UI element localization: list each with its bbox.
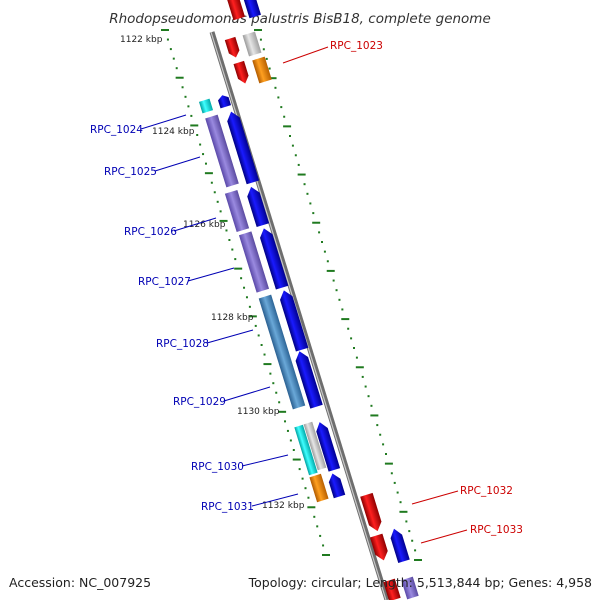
gene-label-rpc-1028[interactable]: RPC_1028 [156,338,209,350]
leader-rpc-1028 [206,329,254,344]
leader-rpc-1025 [154,156,201,172]
cds-blue-1028[interactable] [278,288,309,352]
leader-rpc-1027 [187,267,235,282]
cds-red-bottom[interactable] [383,578,401,600]
leader-rpc-1032 [411,490,459,505]
genome-summary-text: Topology: circular; Length: 5,513,844 bp… [248,575,592,590]
feature-purple-1027[interactable] [238,231,270,293]
cds-blue-1027[interactable] [258,226,289,290]
gene-label-rpc-1032[interactable]: RPC_1032 [460,485,513,497]
leader-rpc-1024 [140,114,187,130]
cds-grey-1[interactable] [242,31,262,57]
leader-rpc-1033 [420,529,468,544]
cds-blue-1026[interactable] [245,185,270,228]
cds-red-1[interactable] [224,36,241,59]
gene-label-rpc-1029[interactable]: RPC_1029 [173,396,226,408]
tick-label-1130: 1130 kbp [237,407,280,417]
cds-red-2[interactable] [233,60,251,85]
cds-orange-1031[interactable] [309,473,329,503]
cds-blue-0[interactable] [243,0,261,19]
gene-label-rpc-1024[interactable]: RPC_1024 [90,124,143,136]
tick-label-1124: 1124 kbp [152,127,195,137]
tick-label-1126: 1126 kbp [183,220,226,230]
gene-label-rpc-1033[interactable]: RPC_1033 [470,524,523,536]
tick-label-1128: 1128 kbp [211,313,254,323]
gene-label-rpc-1030[interactable]: RPC_1030 [191,461,244,473]
cds-blue-1025[interactable] [225,110,260,185]
feature-cyan-1024[interactable] [198,98,214,114]
cds-cyan-1030[interactable] [294,424,318,476]
cds-red-1033[interactable] [369,533,390,563]
feature-purple-bottom[interactable] [401,576,419,600]
tick-label-1122: 1122 kbp [120,35,163,45]
feature-purple-1025[interactable] [205,114,239,188]
gene-label-rpc-1031[interactable]: RPC_1031 [201,501,254,513]
tick-label-1132: 1132 kbp [262,501,305,511]
leader-rpc-1029 [223,386,271,402]
feature-purple-1026[interactable] [224,189,250,233]
cds-blue-1029[interactable] [293,349,323,409]
tick-track-right [254,29,422,561]
gene-label-rpc-1026[interactable]: RPC_1026 [124,226,177,238]
map-title: Rhodopseudomonas palustris BisB18, compl… [109,11,491,27]
cds-orange-1[interactable] [252,56,272,84]
cds-grey-1030[interactable] [303,421,327,471]
tick-track [161,29,422,561]
gene-label-rpc-1025[interactable]: RPC_1025 [104,166,157,178]
feature-tracks [198,0,419,600]
leader-rpc-1031 [251,493,299,507]
feature-steel-1028-1029[interactable] [258,294,306,410]
cds-blue-1030[interactable] [314,420,341,472]
gene-label-rpc-1027[interactable]: RPC_1027 [138,276,191,288]
label-leader-lines [140,46,468,544]
tick-track-left [161,29,330,556]
cds-blue-1024[interactable] [217,94,232,109]
leader-rpc-1023 [282,46,329,64]
accession-text: Accession: NC_007925 [9,575,151,590]
cds-blue-1033[interactable] [388,527,410,564]
cds-red-1032[interactable] [360,492,384,533]
leader-rpc-1026 [173,217,217,232]
gene-label-rpc-1023[interactable]: RPC_1023 [330,40,383,52]
cds-blue-1031[interactable] [327,472,346,499]
leader-rpc-1030 [241,454,289,467]
cds-red-0[interactable] [227,0,245,21]
